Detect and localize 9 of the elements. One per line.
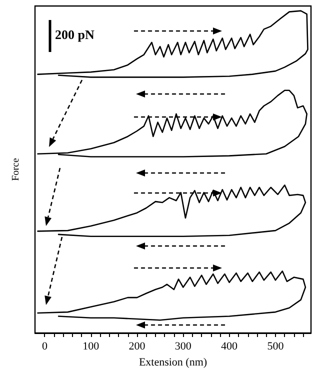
x-tick-label: 300	[174, 340, 192, 352]
x-tick-label: 400	[221, 340, 238, 352]
annotation: 200 pN	[55, 27, 95, 42]
y-axis-title: Force	[10, 158, 22, 181]
x-axis-title: Extension (nm)	[138, 356, 208, 368]
x-tick-label: 200	[128, 340, 146, 352]
x-tick-label: 0	[42, 340, 48, 352]
x-tick-label: 100	[82, 340, 100, 352]
x-tick-label: 500	[267, 340, 284, 352]
